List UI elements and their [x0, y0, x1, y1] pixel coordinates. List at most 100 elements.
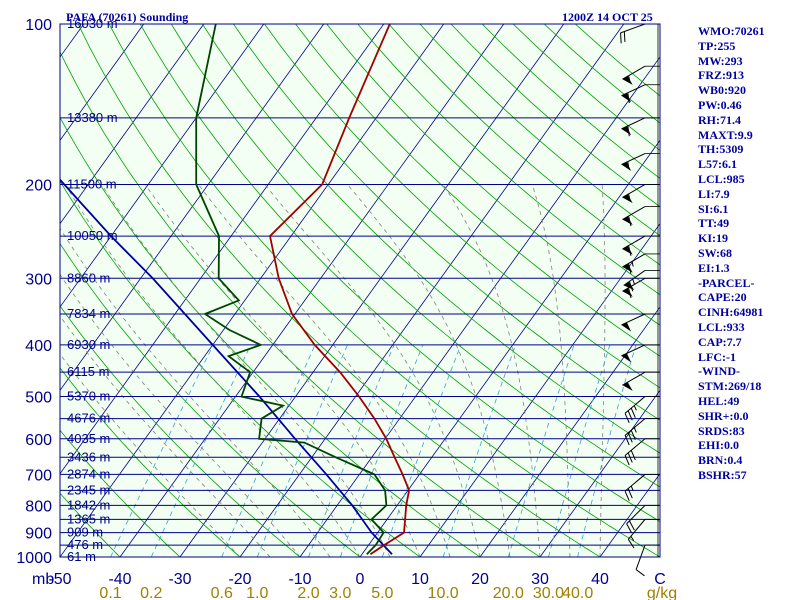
temperature-tick-label: C	[654, 571, 666, 588]
height-label: 13380 m	[67, 110, 118, 125]
parcel-trace	[60, 178, 393, 555]
wind-barb-half	[632, 278, 635, 285]
wind-barb-pennant	[621, 161, 632, 172]
mixing-ratio-label: 20.0	[493, 585, 524, 600]
wind-barb-full	[624, 435, 630, 446]
wind-barb	[624, 396, 660, 424]
stat-20: LCL:933	[698, 319, 745, 334]
isotherm-line	[299, 56, 660, 557]
stat-26: SHR+:0.0	[698, 408, 749, 423]
wind-barb-full	[627, 488, 633, 499]
isotherm-line	[60, 24, 385, 475]
pressure-tick-label: 100	[25, 17, 52, 34]
isotherm-line	[419, 222, 660, 557]
stat-2: MW:293	[698, 53, 743, 68]
height-label: 476 m	[67, 537, 103, 552]
moist-adiabat	[442, 184, 541, 557]
wind-barb-full	[628, 263, 632, 274]
wind-barb-shaft	[624, 438, 646, 456]
stat-24: STM:269/18	[698, 379, 762, 394]
isotherm-line	[60, 24, 445, 557]
chart-title: PAFA (70261) Sounding	[66, 10, 189, 24]
moist-adiabat	[64, 184, 361, 557]
pressure-tick-label: 200	[25, 177, 52, 194]
wind-barb	[624, 438, 660, 466]
wind-barb-full	[626, 523, 633, 534]
stat-11: LI:7.9	[698, 186, 730, 201]
isotherm-line	[359, 139, 660, 557]
height-label: 6115 m	[67, 364, 109, 379]
temperature-tick-label: 10	[411, 571, 429, 588]
wind-barb-full	[630, 450, 636, 461]
wind-barb-pennant	[622, 382, 633, 391]
grid-lines	[60, 24, 660, 557]
pressure-axis-label: mb	[32, 571, 54, 588]
stat-22: LFC:-1	[698, 349, 736, 364]
wind-barb	[622, 184, 660, 204]
dewpoint-trace	[195, 24, 388, 555]
wind-barb-shaft	[622, 253, 646, 268]
height-label: 6930 m	[67, 337, 110, 352]
wind-barb	[627, 518, 660, 549]
height-label: 1365 m	[67, 511, 110, 526]
isotherm-line	[239, 24, 625, 557]
stat-1: TP:255	[698, 38, 736, 53]
temperature-trace	[269, 24, 411, 555]
wind-barb	[621, 344, 660, 363]
mixing-ratio-label: 10.0	[428, 585, 459, 600]
pressure-tick-label: 700	[25, 467, 52, 484]
pressure-tick-label: 300	[25, 271, 52, 288]
stat-6: RH:71.4	[698, 112, 741, 127]
wind-barb-full	[627, 432, 633, 443]
isotherm-line	[179, 24, 565, 557]
stat-19: CINH:64981	[698, 305, 764, 320]
temperature-tick-label: 30	[531, 571, 549, 588]
height-label: 4676 m	[67, 411, 110, 426]
stat-10: LCL:985	[698, 171, 745, 186]
wind-barb-half	[633, 427, 637, 433]
isotherm-line	[119, 24, 505, 557]
stat-0: WMO:70261	[698, 24, 765, 38]
wind-barb-shaft	[626, 504, 646, 525]
profile-lines	[60, 24, 411, 555]
stat-4: WB0:920	[698, 83, 746, 98]
height-label: 10050 m	[67, 228, 118, 243]
height-label: 3436 m	[67, 449, 110, 464]
wind-barb-shaft	[621, 84, 646, 97]
wind-barb	[622, 206, 660, 227]
temperature-tick-label: -10	[288, 571, 311, 588]
pressure-tick-label: 500	[25, 390, 52, 407]
mixing-ratio-label: 3.0	[329, 585, 351, 600]
wind-barb-full	[628, 245, 632, 256]
mixing-ratio-label: 0.1	[99, 585, 121, 600]
wind-barb	[622, 235, 660, 256]
stat-29: BRN:0.4	[698, 453, 743, 468]
wind-barb-full	[627, 539, 635, 549]
temperature-tick-label: 0	[356, 571, 365, 588]
wind-barb	[622, 253, 660, 274]
wind-barb-half	[628, 75, 631, 81]
stat-27: SRDS:83	[698, 423, 745, 438]
wind-barb	[624, 474, 660, 501]
stat-23: -WIND-	[698, 364, 740, 379]
wind-barb	[626, 504, 660, 534]
mixing-ratio-label: 40.0	[562, 585, 593, 600]
pressure-tick-label: 1000	[16, 550, 52, 567]
stat-3: FRZ:913	[698, 68, 744, 83]
pressure-tick-label: 400	[25, 338, 52, 355]
chart-valid-time: 1200Z 14 OCT 25	[562, 10, 653, 24]
wind-barb-shaft	[622, 235, 646, 250]
stat-16: EI:1.3	[698, 260, 730, 275]
wind-barb-full	[635, 569, 645, 577]
height-label: 4035 m	[67, 431, 110, 446]
wind-barb-full	[624, 455, 630, 466]
wind-barb-full	[627, 410, 633, 421]
wind-barb-shaft	[620, 23, 646, 34]
wind-barb-full	[623, 31, 626, 42]
wind-barb-shaft	[627, 519, 646, 540]
temperature-tick-label: -20	[228, 571, 251, 588]
stat-30: BSHR:57	[698, 467, 747, 482]
wind-barb-shaft	[621, 313, 646, 326]
wind-barbs	[620, 23, 660, 577]
mixing-ratio-label: g/kg	[647, 585, 677, 600]
